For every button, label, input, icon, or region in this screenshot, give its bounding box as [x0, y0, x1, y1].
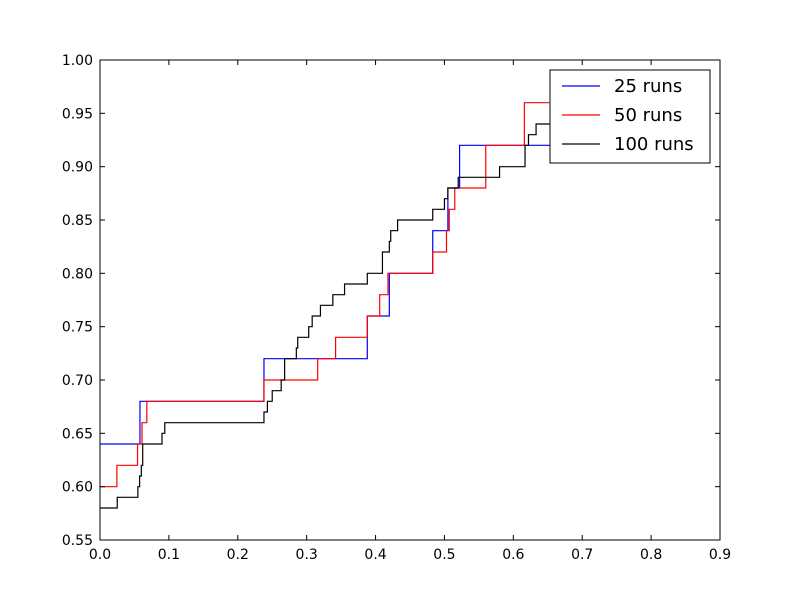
y-tick-label: 0.70 — [62, 373, 93, 389]
series-layer — [100, 102, 583, 509]
y-tick-label: 1.00 — [62, 53, 93, 69]
y-tick-label: 0.65 — [62, 426, 93, 442]
x-tick-label: 0.2 — [227, 547, 249, 563]
y-tick-label: 0.90 — [62, 160, 93, 176]
y-tick-label: 0.60 — [62, 480, 93, 496]
x-tick-label: 0.8 — [640, 547, 662, 563]
y-tick-label: 0.95 — [62, 106, 93, 122]
axes-layer: 0.0 0.1 0.2 0.3 0.4 0.5 0.6 0.7 0.8 0.9 0.55 0.60 0.… — [62, 53, 731, 563]
x-tick-label: 0.3 — [296, 547, 318, 563]
x-tick-label: 0.7 — [571, 547, 593, 563]
legend: 25 runs 50 runs 100 runs — [549, 69, 711, 164]
legend-label-3: 100 runs — [614, 134, 694, 155]
y-tick-label: 0.55 — [62, 533, 93, 549]
y-tick-label: 0.80 — [62, 266, 93, 282]
series-line-2 — [100, 102, 550, 488]
series-line-3 — [100, 123, 554, 509]
legend-label-2: 50 runs — [614, 105, 682, 126]
x-tick-label: 0.4 — [364, 547, 386, 563]
x-tick-label: 0.6 — [502, 547, 524, 563]
legend-label-1: 25 runs — [614, 76, 682, 97]
x-tick-label: 0.0 — [89, 547, 111, 563]
x-tick-label: 0.9 — [709, 547, 731, 563]
plot-frame — [99, 59, 721, 541]
x-tick-label: 0.5 — [433, 547, 455, 563]
x-tick-label: 0.1 — [158, 547, 180, 563]
y-tick-label: 0.85 — [62, 213, 93, 229]
y-tick-label: 0.75 — [62, 320, 93, 336]
